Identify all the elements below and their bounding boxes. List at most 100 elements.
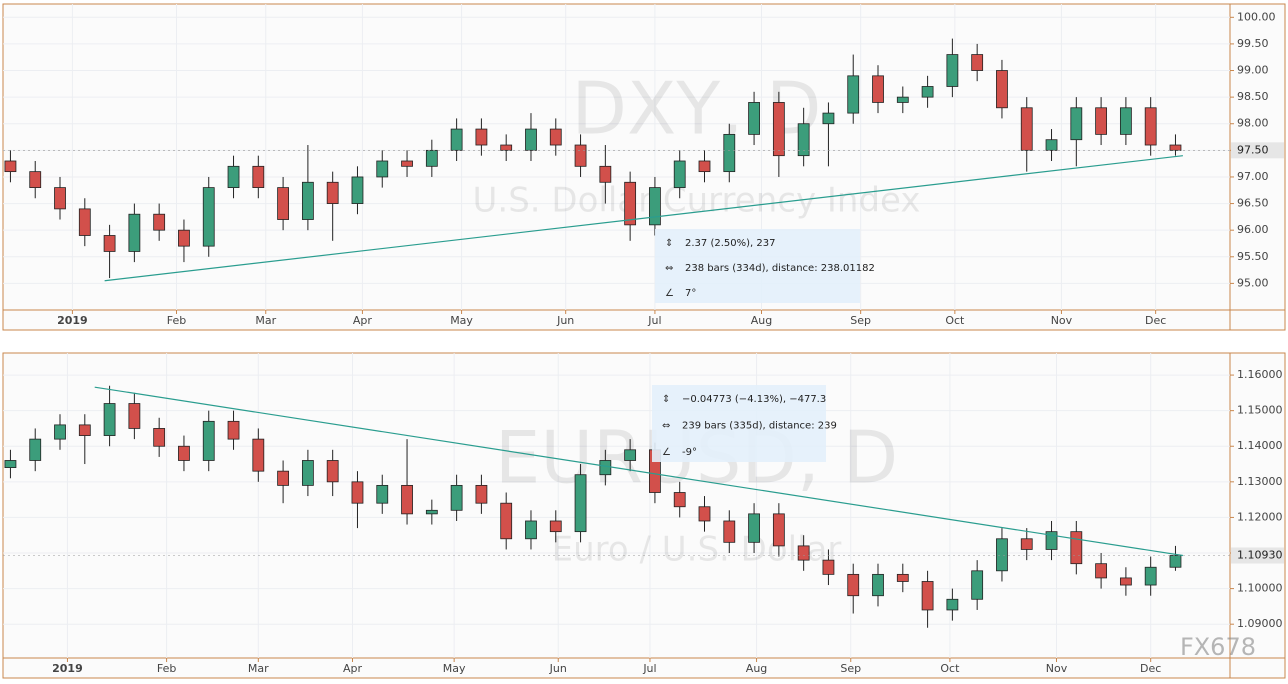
x-tick-label: Jun (549, 662, 567, 675)
candle-body (624, 449, 637, 461)
candle-body (599, 165, 612, 183)
measure-icon: ∠ (662, 447, 671, 458)
x-tick-label: Sep (850, 314, 871, 327)
candle-body (1144, 566, 1157, 586)
x-tick-label: May (450, 314, 473, 327)
candle-body (103, 403, 116, 436)
candle-body (227, 420, 240, 440)
candle-body (326, 181, 339, 204)
candle-body (673, 492, 686, 508)
last-price-box (1231, 142, 1284, 159)
candle-body (29, 171, 42, 188)
x-tick-label: Aug (751, 314, 772, 327)
candle-body (78, 424, 91, 436)
candle-body (921, 581, 934, 611)
candle-body (1095, 107, 1108, 135)
y-tick-label: 96.50 (1237, 197, 1269, 210)
candle-body (698, 160, 711, 173)
y-tick-label: 1.16000 (1237, 368, 1283, 381)
x-tick-label: Mar (248, 662, 269, 675)
candle-body (252, 438, 265, 472)
candle-body (450, 128, 463, 151)
candle-body (450, 484, 463, 511)
x-tick-label: Nov (1051, 314, 1073, 327)
candle-body (500, 144, 513, 151)
candle-body (301, 460, 314, 486)
candle-body (847, 75, 860, 114)
candle-body (1020, 538, 1033, 550)
candle-body (252, 165, 265, 189)
candle-body (896, 96, 909, 103)
x-tick-label: 2019 (57, 314, 88, 327)
x-tick-label: Nov (1046, 662, 1068, 675)
x-tick-label: Feb (167, 314, 186, 327)
candle-body (772, 102, 785, 157)
logo: FX678 (1180, 633, 1256, 661)
candle-body (401, 160, 413, 167)
watermark-subtitle: U.S. Dollar Currency Index (473, 181, 921, 221)
candle-body (748, 102, 760, 135)
candle-body (996, 538, 1008, 572)
y-tick-label: 1.15000 (1237, 404, 1283, 417)
candle-body (971, 54, 984, 71)
x-tick-label: 2019 (52, 662, 83, 675)
x-tick-label: Mar (255, 314, 276, 327)
candle-body (4, 460, 17, 468)
x-tick-label: Jul (647, 314, 661, 327)
candle-body (301, 181, 314, 220)
candle-body (500, 502, 513, 540)
y-tick-label: 99.50 (1237, 37, 1269, 50)
candle-body (1095, 563, 1108, 579)
measure-icon: ⇔ (665, 263, 673, 274)
candle-body (1020, 107, 1033, 151)
candle-body (202, 187, 215, 247)
measure-icon: ⇕ (662, 394, 670, 405)
candle-body (624, 181, 637, 226)
candle-body (326, 460, 339, 483)
candle-body (178, 229, 190, 247)
candle-body (723, 520, 736, 543)
y-tick-label: 1.13000 (1237, 475, 1283, 488)
watermark-subtitle: Euro / U.S. Dollar (552, 530, 842, 570)
candle-body (549, 520, 562, 533)
candle-body (54, 424, 66, 440)
candle-body (78, 208, 91, 236)
last-price-label: 97.50 (1237, 143, 1269, 156)
last-price-box (1231, 547, 1284, 564)
candle-body (1169, 555, 1182, 568)
measure-icon: ⇕ (665, 238, 673, 249)
x-tick-label: Feb (157, 662, 176, 675)
candle-body (872, 75, 884, 103)
candle-body (153, 213, 166, 231)
x-tick-label: Dec (1140, 662, 1161, 675)
measure-icon: ∠ (665, 288, 674, 299)
y-tick-label: 1.14000 (1237, 439, 1283, 452)
candle-body (128, 213, 141, 252)
candle-body (178, 445, 190, 461)
candle-body (54, 187, 66, 210)
candle-body (475, 128, 488, 146)
candle-body (103, 235, 116, 252)
candle-body (401, 484, 413, 515)
candle-body (376, 160, 389, 178)
measure-box (652, 385, 826, 462)
candle-body (425, 509, 438, 515)
candle-body (649, 187, 661, 226)
candle-body (351, 481, 364, 504)
candle-body (277, 470, 290, 486)
candle-body (847, 573, 860, 597)
x-tick-label: Apr (353, 314, 373, 327)
candle-body (376, 484, 389, 504)
candle-body (1144, 107, 1157, 146)
candle-body (872, 573, 884, 597)
measure-text: −0.04773 (−4.13%), −477.3 (682, 394, 826, 405)
candle-body (202, 420, 215, 461)
candle-body (797, 545, 810, 561)
candle-body (946, 54, 959, 87)
candle-body (277, 187, 290, 220)
y-tick-label: 99.00 (1237, 64, 1269, 77)
last-price-label: 1.10930 (1237, 549, 1283, 562)
measure-text: 7° (685, 288, 696, 299)
